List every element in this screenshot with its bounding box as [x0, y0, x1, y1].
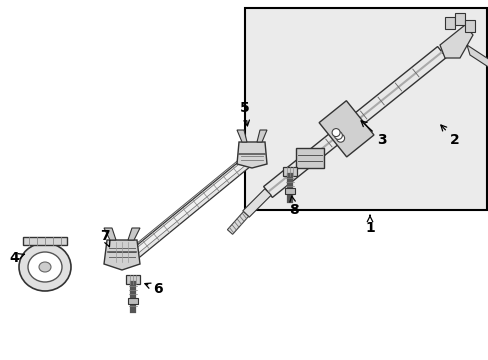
Polygon shape [263, 46, 446, 197]
Bar [444, 17, 454, 29]
Polygon shape [319, 101, 373, 157]
Text: 1: 1 [365, 215, 374, 235]
Text: 4: 4 [9, 251, 24, 265]
Bar [23, 237, 67, 245]
Bar [464, 20, 474, 32]
Polygon shape [127, 155, 252, 259]
Polygon shape [104, 240, 140, 270]
Bar [295, 148, 324, 168]
Polygon shape [104, 228, 116, 240]
Circle shape [336, 134, 344, 142]
Bar [128, 298, 138, 304]
Bar [454, 13, 464, 25]
Polygon shape [439, 25, 472, 58]
Circle shape [331, 129, 339, 136]
Polygon shape [257, 130, 266, 142]
Ellipse shape [28, 252, 62, 282]
Text: 2: 2 [440, 125, 459, 147]
Polygon shape [237, 130, 246, 142]
Bar [283, 167, 296, 176]
Bar [126, 275, 140, 284]
Circle shape [334, 131, 342, 139]
Polygon shape [243, 189, 271, 217]
Polygon shape [227, 212, 248, 234]
Text: 8: 8 [288, 196, 298, 217]
Text: 5: 5 [240, 101, 249, 126]
Polygon shape [126, 154, 255, 262]
Text: 6: 6 [144, 282, 163, 296]
Ellipse shape [19, 243, 71, 291]
Polygon shape [237, 142, 266, 168]
Polygon shape [466, 45, 488, 70]
Polygon shape [128, 228, 140, 240]
Bar [244, 8, 486, 210]
Bar [285, 188, 294, 194]
Text: 3: 3 [360, 121, 386, 147]
Text: 7: 7 [100, 229, 110, 247]
Ellipse shape [39, 262, 51, 272]
